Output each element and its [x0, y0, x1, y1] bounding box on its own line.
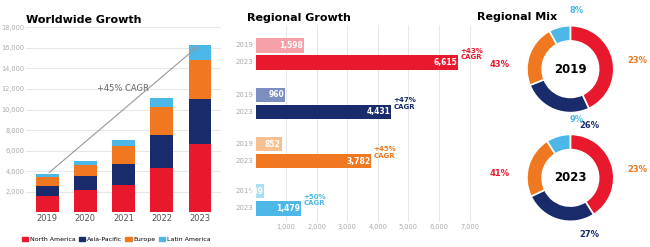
- Text: 43%: 43%: [489, 60, 510, 69]
- Bar: [112, 164, 135, 185]
- Bar: [74, 165, 97, 176]
- Bar: [150, 98, 173, 107]
- Text: 2019: 2019: [554, 63, 587, 76]
- Text: 26%: 26%: [579, 121, 599, 130]
- Text: 960: 960: [268, 90, 284, 99]
- Bar: [74, 176, 97, 190]
- Bar: [36, 177, 58, 186]
- Legend: North America, Asia-Pacific, Europe, Latin America: North America, Asia-Pacific, Europe, Lat…: [20, 234, 213, 245]
- Bar: [188, 99, 211, 144]
- Text: 23%: 23%: [627, 56, 647, 65]
- Text: Regional Mix: Regional Mix: [476, 12, 557, 22]
- Bar: [112, 145, 135, 164]
- Text: 852: 852: [265, 140, 281, 149]
- Bar: [188, 144, 211, 212]
- Bar: [36, 186, 58, 196]
- Text: +45% CAGR: +45% CAGR: [97, 84, 149, 93]
- Wedge shape: [570, 26, 614, 108]
- Text: 4,431: 4,431: [366, 107, 390, 116]
- Wedge shape: [527, 31, 557, 85]
- Text: +45%
CAGR: +45% CAGR: [374, 146, 396, 159]
- Bar: [188, 60, 211, 99]
- Wedge shape: [570, 134, 614, 215]
- Text: 2023: 2023: [235, 205, 253, 211]
- Text: 2023: 2023: [235, 109, 253, 115]
- Bar: [255, 105, 391, 119]
- Bar: [255, 55, 458, 70]
- Text: (Tbps): (Tbps): [247, 14, 269, 21]
- Text: +43%
CAGR: +43% CAGR: [460, 48, 483, 60]
- Text: 2019: 2019: [235, 141, 253, 147]
- Text: 2023: 2023: [235, 60, 253, 65]
- Bar: [255, 154, 371, 168]
- Bar: [36, 174, 58, 177]
- Bar: [74, 161, 97, 165]
- Text: Worldwide Growth: Worldwide Growth: [26, 15, 142, 25]
- Text: +47%
CAGR: +47% CAGR: [393, 97, 417, 109]
- Text: 1,479: 1,479: [276, 204, 300, 213]
- Text: 23%: 23%: [627, 165, 647, 174]
- Wedge shape: [531, 190, 593, 221]
- Bar: [255, 201, 301, 216]
- Bar: [150, 107, 173, 135]
- Bar: [36, 196, 58, 212]
- Text: (Tbps): (Tbps): [26, 15, 48, 22]
- Text: 41%: 41%: [489, 169, 510, 178]
- Wedge shape: [530, 80, 589, 113]
- Text: +50%
CAGR: +50% CAGR: [303, 194, 326, 206]
- Bar: [255, 184, 265, 199]
- Bar: [150, 135, 173, 168]
- Bar: [188, 45, 211, 60]
- Bar: [255, 137, 281, 151]
- Text: 6,615: 6,615: [433, 58, 457, 67]
- Text: 2019: 2019: [235, 42, 253, 48]
- Wedge shape: [547, 134, 571, 154]
- Text: 2019: 2019: [235, 92, 253, 98]
- Bar: [150, 168, 173, 212]
- Text: 1,598: 1,598: [280, 41, 304, 50]
- Bar: [112, 185, 135, 212]
- Text: 3,782: 3,782: [346, 157, 370, 166]
- Wedge shape: [527, 141, 555, 196]
- Bar: [74, 190, 97, 212]
- Bar: [255, 88, 285, 102]
- Bar: [112, 140, 135, 145]
- Text: 27%: 27%: [579, 230, 599, 239]
- Bar: [255, 38, 304, 53]
- Text: 2023: 2023: [235, 158, 253, 164]
- Text: 2019: 2019: [235, 188, 253, 194]
- Text: 2023: 2023: [554, 171, 586, 184]
- Text: 9%: 9%: [570, 115, 584, 124]
- Text: 289: 289: [248, 187, 263, 196]
- Text: Regional Growth: Regional Growth: [247, 13, 351, 22]
- Wedge shape: [549, 26, 571, 44]
- Text: 8%: 8%: [570, 6, 584, 15]
